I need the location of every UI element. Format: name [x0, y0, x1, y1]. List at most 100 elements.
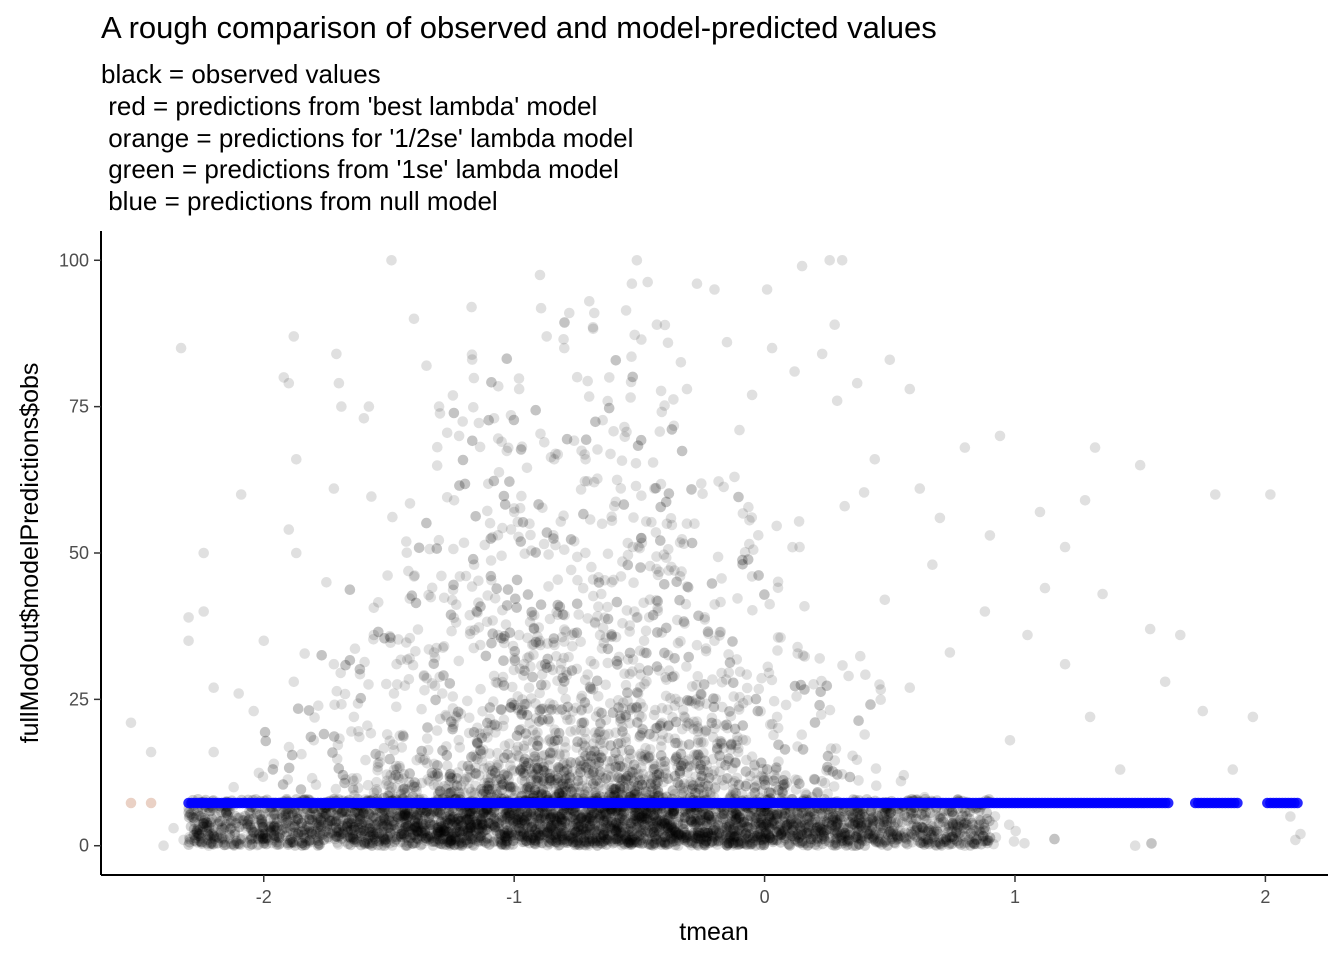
observed-point [723, 649, 734, 660]
observed-point [1019, 838, 1030, 849]
observed-point [521, 462, 533, 474]
observed-point [821, 680, 833, 692]
observed-point [622, 770, 634, 782]
observed-point [700, 808, 711, 820]
observed-point [700, 816, 712, 828]
observed-point [548, 741, 559, 753]
observed-point [771, 520, 782, 532]
observed-point [339, 688, 351, 700]
observed-point [551, 606, 562, 618]
observed-point [595, 718, 606, 729]
observed-point [371, 776, 382, 788]
observed-point [744, 839, 756, 850]
observed-point [659, 647, 670, 659]
observed-point [572, 551, 583, 563]
observed-point [732, 593, 743, 604]
observed-point [486, 637, 497, 649]
observed-point [361, 815, 372, 826]
observed-point [797, 744, 809, 755]
observed-point [441, 427, 453, 439]
observed-point [699, 614, 711, 625]
observed-point [657, 771, 669, 783]
observed-point [467, 839, 478, 850]
observed-point [659, 400, 670, 411]
observed-point [911, 824, 922, 835]
observed-point [624, 668, 635, 680]
observed-point [667, 712, 678, 723]
observed-point [545, 747, 556, 758]
observed-point [765, 810, 777, 822]
observed-point [575, 484, 587, 495]
observed-point [340, 836, 351, 847]
observed-point [730, 808, 741, 819]
observed-point [558, 510, 569, 521]
observed-point [594, 629, 606, 641]
observed-point [467, 435, 478, 447]
observed-point [430, 694, 441, 706]
observed-point [483, 780, 495, 791]
chart-title: A rough comparison of observed and model… [101, 10, 937, 45]
observed-point [632, 780, 644, 792]
observed-point [259, 726, 271, 738]
observed-point [561, 810, 572, 821]
observed-point [366, 491, 377, 502]
observed-point [692, 748, 703, 760]
observed-point [535, 823, 546, 835]
observed-point [712, 551, 724, 563]
observed-point [625, 392, 636, 403]
observed-point [749, 816, 761, 828]
observed-point [605, 771, 617, 782]
observed-point [504, 476, 515, 487]
observed-point [443, 779, 454, 791]
observed-point [661, 518, 673, 530]
observed-point [438, 592, 450, 604]
observed-point [699, 820, 711, 832]
observed-point [718, 481, 729, 493]
observed-point [233, 838, 244, 850]
observed-point [651, 551, 662, 562]
observed-point [471, 606, 483, 617]
observed-point [349, 643, 361, 654]
observed-point [853, 715, 864, 726]
observed-point [240, 823, 252, 834]
observed-point [559, 317, 570, 328]
observed-point [626, 351, 637, 363]
observed-point [470, 768, 482, 779]
observed-point [652, 627, 663, 638]
observed-point [332, 827, 344, 839]
observed-point [346, 834, 357, 845]
observed-point [723, 667, 735, 678]
observed-point [525, 529, 536, 541]
observed-point [641, 516, 652, 527]
observed-point [596, 588, 607, 600]
observed-point [533, 716, 545, 727]
observed-point [602, 613, 614, 625]
observed-point [764, 598, 775, 610]
observed-point [630, 480, 642, 492]
observed-point [417, 806, 429, 818]
observed-point [740, 766, 752, 777]
observed-point [436, 821, 448, 832]
observed-point [363, 823, 374, 834]
observed-point [725, 824, 736, 835]
observed-point [512, 822, 524, 834]
observed-point [385, 637, 396, 648]
observed-point [543, 581, 554, 592]
observed-point [295, 784, 307, 795]
observed-point [527, 671, 538, 683]
observed-point [691, 812, 703, 824]
observed-point [766, 805, 778, 817]
observed-point [641, 647, 652, 659]
observed-point [473, 417, 485, 429]
observed-point [933, 812, 944, 823]
observed-point [488, 475, 500, 487]
observed-point [464, 628, 476, 640]
observed-point [482, 505, 493, 517]
observed-point [632, 687, 643, 698]
observed-point [398, 731, 409, 742]
observed-point [541, 527, 553, 538]
observed-point [416, 745, 428, 757]
observed-point [622, 549, 634, 561]
observed-point [777, 788, 789, 800]
observed-point [658, 776, 669, 788]
